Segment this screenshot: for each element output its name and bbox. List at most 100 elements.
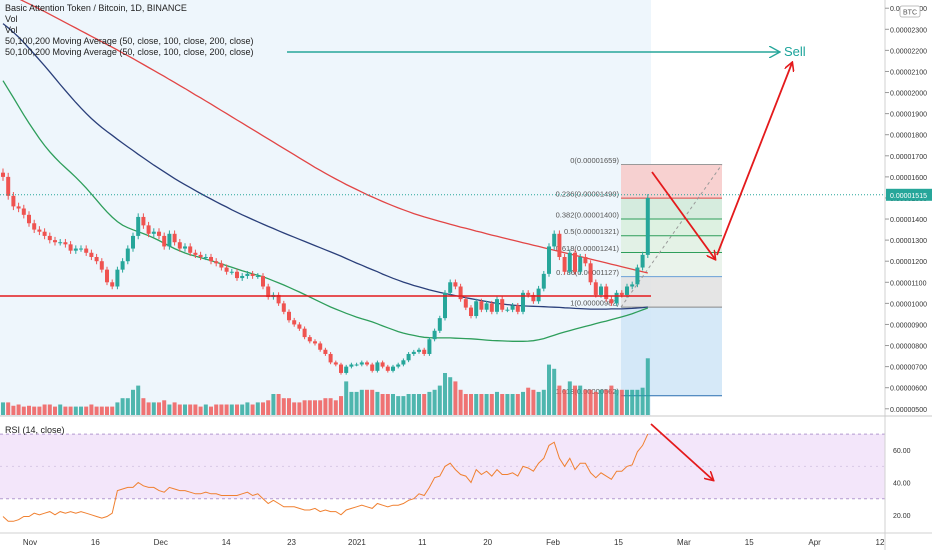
volume-bar [162,400,167,415]
candle-body [640,254,645,268]
volume-bar [245,402,250,415]
rsi-tick-label: 60.00 [893,448,911,455]
candle-body [255,275,260,277]
volume-bar [240,404,245,415]
ma50-line [2,80,649,342]
volume-bar [359,389,364,415]
candle-body [609,299,614,304]
candle-body [229,271,234,273]
volume-bar [406,394,411,415]
candle-body [536,288,541,302]
volume-bar [599,389,603,415]
time-tick-label: 12 [876,538,885,547]
candle-body [541,273,546,289]
candle-body [99,261,104,270]
candle-body [125,248,130,262]
volume-bar [495,391,499,415]
volume-bar [27,405,31,415]
fib-level-label: 1.618(0.00000562) [556,387,620,396]
volume-bar [562,389,567,415]
volume-bar [209,406,213,415]
volume-bar [16,404,21,415]
volume-bar [313,400,317,415]
legend-ma-2: 50,100,200 Moving Average (50, close, 10… [5,47,254,57]
volume-bar [167,404,172,415]
volume-bar [188,404,193,415]
volume-bar [271,394,276,415]
volume-bar [567,381,572,415]
volume-bar [105,406,109,415]
volume-bar [380,394,385,415]
candle-body [557,233,562,257]
volume-bar [401,396,406,415]
volume-bar [318,400,323,415]
candle-body [515,305,520,312]
candle-body [287,311,291,321]
volume-bar [115,402,120,415]
candle-body [521,292,525,312]
candle-body [105,269,109,283]
price-tick-label: 0.00000700 [890,365,927,372]
volume-bar [177,404,182,415]
volume-bar [422,394,427,415]
volume-bar [63,406,68,415]
volume-bar [375,391,380,415]
candle-body [547,246,551,274]
volume-bar [583,389,588,415]
volume-bar [94,406,99,415]
volume-bar [396,396,401,415]
time-tick-label: 20 [483,538,492,547]
price-tick-label: 0.00001100 [890,280,927,287]
candle-body [188,246,193,253]
candle-body [573,252,577,272]
sell-annotation: Sell [784,44,806,59]
volume-bar [474,394,479,415]
rsi-band [0,434,885,499]
candle-body [240,275,245,279]
price-tick-label: 0.00001900 [890,112,927,119]
volume-bar [505,394,510,415]
last-price-label: 0.00001515 [890,193,927,200]
volume-bar [328,398,333,415]
candle-body [203,256,208,258]
volume-bar [531,389,536,415]
candle-body [588,263,593,283]
candle-body [422,349,427,354]
price-tick-label: 0.00000800 [890,344,927,351]
volume-bar [183,404,187,415]
last-price-tag [886,188,932,201]
volume-bar [47,404,52,415]
candle-body [73,248,78,251]
candle-body [583,256,588,264]
candle-body [469,307,473,317]
candle-body [94,256,99,262]
volume-bar [463,394,468,415]
volume-bar [172,402,177,415]
candle-body [32,223,37,230]
candle-body [297,324,302,329]
volume-bar [307,400,312,415]
volume-bar [521,391,525,415]
candle-body [604,286,609,300]
volume-bar [42,404,47,415]
price-tick-label: 0.00002000 [890,91,927,98]
candle-body [110,282,115,287]
time-tick-label: 16 [91,538,100,547]
volume-bar [536,391,541,415]
fib-level-label: 0.5(0.00001321) [564,227,620,236]
candle-body [151,231,156,234]
volume-bar [391,394,395,415]
candle-body [578,256,583,272]
candle-body [562,256,567,272]
candle-body [209,256,213,262]
candle-body [177,242,182,249]
candle-body [458,286,463,300]
candle-body [635,267,640,285]
volume-bar [79,406,83,415]
candle-body [505,309,510,311]
volume-bar [89,404,94,415]
candle-body [375,362,380,371]
volume-bar [630,389,635,415]
